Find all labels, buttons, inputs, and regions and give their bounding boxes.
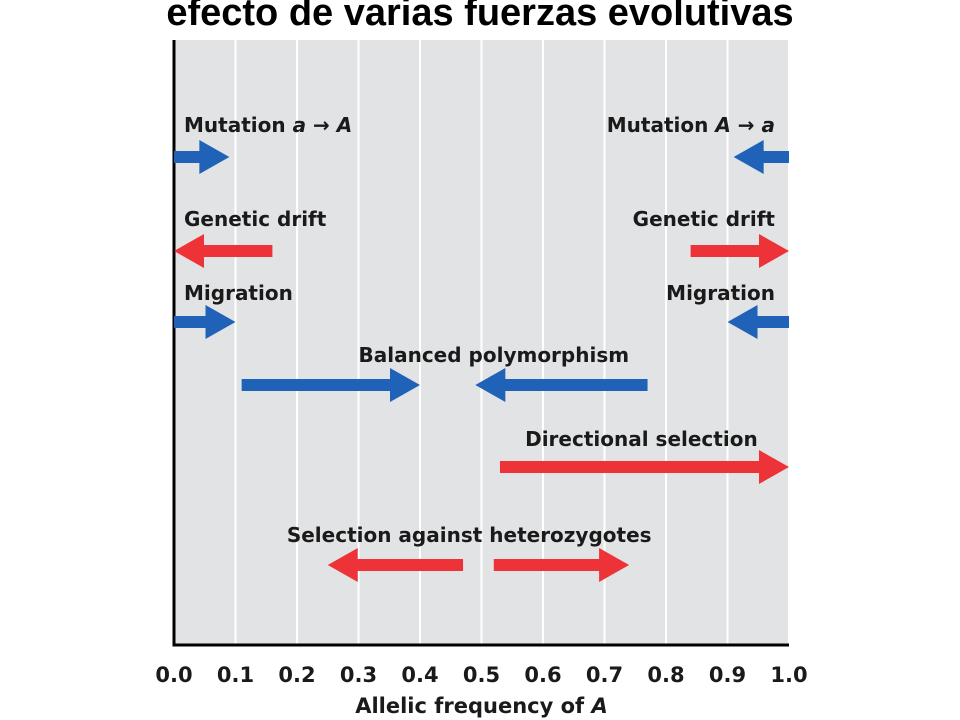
- arrow-mutation-right: [733, 140, 789, 174]
- title-line-1: efecto de varias fuerzas evolutivas: [166, 0, 794, 34]
- arrow-selection-against-heterozygotes-1: [327, 548, 464, 582]
- tick-label: 1.0: [770, 663, 807, 687]
- label-balanced-polymorphism: Balanced polymorphism: [359, 343, 630, 367]
- arrow-balanced-polymorphism-1: [241, 368, 420, 402]
- tick-label: 0.6: [524, 663, 561, 687]
- force-directional-selection: Directional selection: [499, 427, 789, 484]
- label-part: →: [731, 113, 762, 137]
- label-part: Balanced polymorphism: [359, 343, 630, 367]
- label-part: Migration: [666, 281, 775, 305]
- label-selection-against-heterozygotes: Selection against heterozygotes: [287, 523, 652, 547]
- label-part: Migration: [184, 281, 293, 305]
- arrow-balanced-polymorphism-2: [475, 368, 648, 402]
- arrow-directional-selection: [499, 450, 789, 484]
- arrow-migration-right: [727, 305, 789, 339]
- label-mutation-right: Mutation A → a: [607, 113, 775, 137]
- force-migration-left: Migration: [174, 281, 293, 339]
- label-part: A: [335, 113, 352, 137]
- label-part: a: [293, 113, 307, 137]
- tick-label: 0.2: [278, 663, 315, 687]
- tick-label: 0.9: [709, 663, 746, 687]
- label-part: Genetic drift: [633, 207, 776, 231]
- label-migration-left: Migration: [184, 281, 293, 305]
- force-migration-right: Migration: [666, 281, 789, 339]
- arrow-drift-left: [174, 234, 273, 268]
- label-migration-right: Migration: [666, 281, 775, 305]
- label-directional-selection: Directional selection: [525, 427, 758, 451]
- x-axis: 0.0 0.1 0.2 0.3 0.4 0.5 0.6 0.7 0.8 0.9 1.0 Allelic…: [155, 663, 807, 718]
- label-drift-right: Genetic drift: [633, 207, 776, 231]
- label-part: a: [762, 113, 776, 137]
- force-balanced-polymorphism: Balanced polymorphism: [241, 343, 648, 402]
- label-part: Selection against heterozygotes: [287, 523, 652, 547]
- label-part: Mutation: [184, 113, 293, 137]
- force-mutation-right: Mutation A → a: [607, 113, 789, 174]
- label-drift-left: Genetic drift: [184, 207, 327, 231]
- tick-label: 0.1: [217, 663, 254, 687]
- tick-label: 0.7: [586, 663, 623, 687]
- label-mutation-left: Mutation a → A: [184, 113, 352, 137]
- tick-label: 0.0: [155, 663, 192, 687]
- arrow-drift-right: [690, 234, 789, 268]
- label-part: A: [713, 113, 730, 137]
- tick-label: 0.4: [401, 663, 438, 687]
- tick-label: 0.5: [463, 663, 500, 687]
- force-drift-left: Genetic drift: [174, 207, 327, 268]
- tick-label: 0.3: [340, 663, 377, 687]
- arrow-selection-against-heterozygotes-2: [493, 548, 630, 582]
- label-part: Genetic drift: [184, 207, 327, 231]
- tick-label: 0.8: [647, 663, 684, 687]
- plot-area: [172, 40, 790, 647]
- arrow-mutation-left: [174, 140, 230, 174]
- force-selection-against-heterozygotes: Selection against heterozygotes: [287, 523, 652, 582]
- force-drift-right: Genetic drift: [633, 207, 789, 268]
- label-part: Mutation: [607, 113, 716, 137]
- x-axis-title-prefix: Allelic frequency of: [355, 694, 591, 718]
- arrow-migration-left: [174, 305, 236, 339]
- x-axis-title: Allelic frequency of A: [355, 694, 608, 718]
- force-mutation-left: Mutation a → A: [174, 113, 352, 174]
- x-axis-title-variable: A: [590, 694, 608, 718]
- label-part: →: [306, 113, 337, 137]
- label-part: Directional selection: [525, 427, 758, 451]
